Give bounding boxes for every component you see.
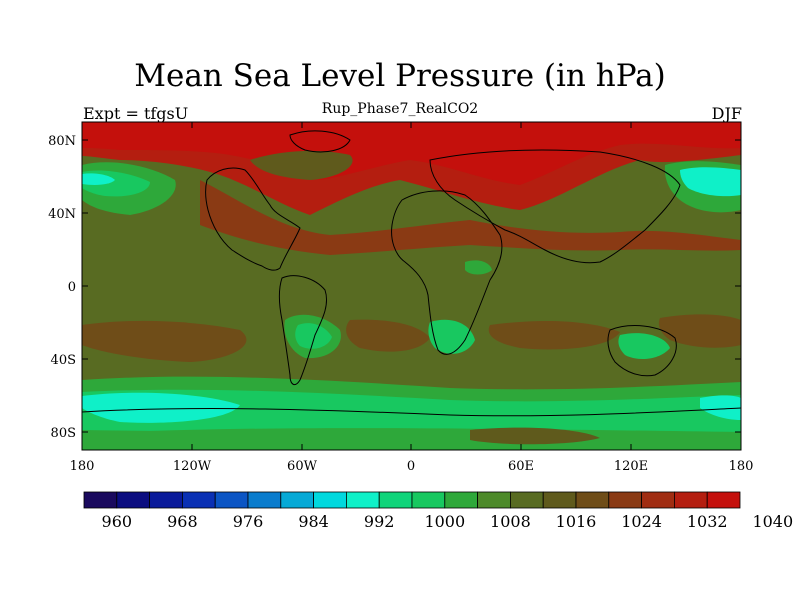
lon-label-60w: 60W: [287, 459, 318, 474]
lon-labels: 180 120W 60W 0 60E 120E 180: [70, 459, 754, 474]
field-aleutian-right-core: [680, 167, 741, 197]
field-high-core: [82, 122, 741, 185]
colorbar-swatch: [444, 491, 478, 509]
lon-label-120e: 120E: [614, 459, 648, 474]
field-band-north: [200, 180, 741, 255]
field-low-australia: [618, 333, 670, 360]
coast-greenland: [289, 130, 351, 153]
pressure-field: [82, 122, 741, 450]
colorbar-label: 1000: [424, 512, 465, 531]
field-icelandic-low: [250, 150, 353, 180]
field-high-indian: [488, 320, 620, 350]
colorbar-label: 992: [364, 512, 395, 531]
lon-label-180e: 180: [729, 459, 754, 474]
lat-label-80n: 80N: [48, 134, 76, 149]
coast-africa: [391, 190, 503, 355]
field-aleutian-core: [82, 173, 115, 185]
colorbar-swatch: [608, 491, 642, 509]
colorbar-label: 1032: [687, 512, 728, 531]
coast-antarctica: [82, 407, 741, 417]
lon-ticks: [81, 122, 742, 450]
colorbar-swatch: [83, 491, 118, 509]
lon-label-180w: 180: [70, 459, 95, 474]
coast-eurasia: [429, 149, 681, 264]
colorbar-swatch: [116, 491, 151, 509]
chart-title: Mean Sea Level Pressure (in hPa): [134, 58, 666, 94]
lat-ticks: [82, 139, 741, 433]
colorbar-label: 1024: [621, 512, 662, 531]
lat-label-80s: 80S: [51, 426, 76, 441]
lon-label-0: 0: [407, 459, 415, 474]
colorbar-label: 1008: [490, 512, 531, 531]
field-low-south-africa: [428, 319, 475, 354]
coast-south-america: [278, 275, 328, 386]
colorbar-label: 984: [298, 512, 329, 531]
colorbar-swatch: [575, 491, 610, 509]
lon-label-120w: 120W: [173, 459, 212, 474]
field-high-south-atlantic: [346, 319, 430, 352]
colorbar-label: 976: [233, 512, 264, 531]
field-high-south-pacific: [82, 320, 247, 362]
coastlines: [82, 130, 741, 417]
colorbar-swatch: [509, 491, 544, 509]
colorbar-swatch: [378, 491, 413, 509]
colorbar-swatch: [313, 491, 347, 509]
lat-label-40s: 40S: [51, 353, 76, 368]
colorbar-swatch: [149, 491, 183, 509]
coast-australia: [607, 325, 677, 377]
colorbar-labels: 960 968 976 984 992 1000 1008 1016 1024 1032 1040: [102, 512, 794, 531]
colorbar-swatch: [280, 491, 314, 509]
colorbar-swatch: [181, 491, 216, 509]
colorbar-swatch: [411, 491, 446, 509]
field-high-tasman: [658, 314, 741, 348]
field-southern-ocean-mid: [82, 389, 741, 440]
colorbar-swatch: [247, 491, 282, 509]
colorbar-swatch: [706, 491, 741, 509]
colorbar-label: 1040: [752, 512, 793, 531]
colorbar-label: 968: [167, 512, 198, 531]
colorbar-swatch: [674, 491, 708, 509]
season-label: DJF: [711, 104, 742, 123]
field-amundsen-low: [82, 392, 240, 423]
lat-labels: 80N 40N 0 40S 80S: [48, 134, 76, 441]
colorbar-swatch: [542, 491, 577, 509]
colorbar-label: 1016: [556, 512, 597, 531]
field-low-east-africa: [465, 260, 492, 275]
experiment-label: Expt = tfgsU: [83, 104, 189, 123]
field-low-south-america: [295, 323, 332, 349]
lat-label-0: 0: [68, 280, 76, 295]
colorbar: [83, 491, 741, 509]
field-antarctic-high: [470, 427, 600, 445]
lat-label-40n: 40N: [48, 207, 76, 222]
colorbar-swatch: [345, 491, 380, 509]
coast-north-america: [205, 167, 301, 271]
colorbar-swatch: [214, 491, 249, 509]
lon-label-60e: 60E: [508, 459, 534, 474]
colorbar-swatch: [477, 491, 511, 509]
field-ross-low: [700, 395, 741, 420]
chart-subtitle: Rup_Phase7_RealCO2: [321, 101, 479, 117]
colorbar-swatch: [641, 491, 675, 509]
colorbar-label: 960: [102, 512, 133, 531]
